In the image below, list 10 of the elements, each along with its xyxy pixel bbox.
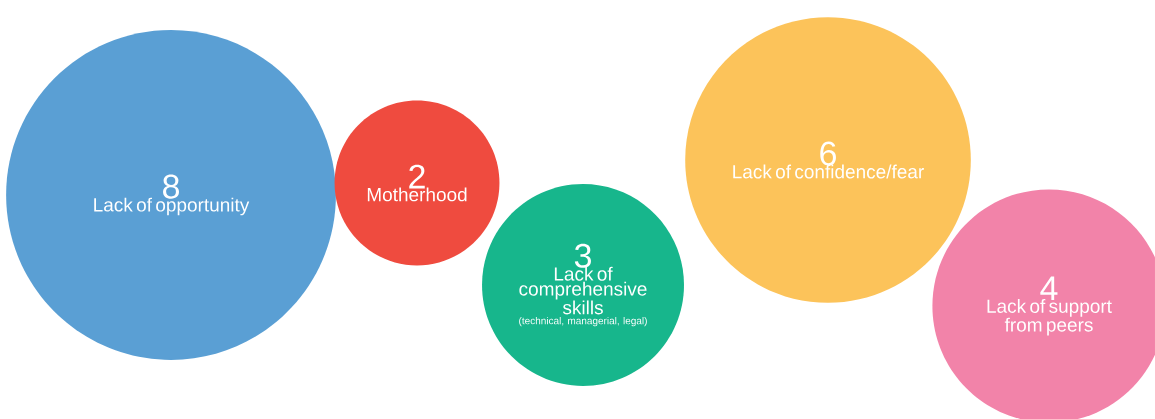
category-label: Lack of opportunity	[94, 197, 250, 216]
category-label: Lack of confidence/fear	[733, 164, 924, 179]
data-label: 6	[820, 141, 836, 166]
data-label: 4	[1040, 276, 1058, 300]
data-label: 2	[409, 164, 425, 189]
category-label: Lack of comprehensive skills	[519, 266, 647, 315]
data-label: 8	[163, 174, 179, 199]
data-label: 3	[574, 243, 591, 268]
text: (technical, managerial, legal)	[519, 316, 647, 327]
category-label: Motherhood	[367, 187, 467, 202]
